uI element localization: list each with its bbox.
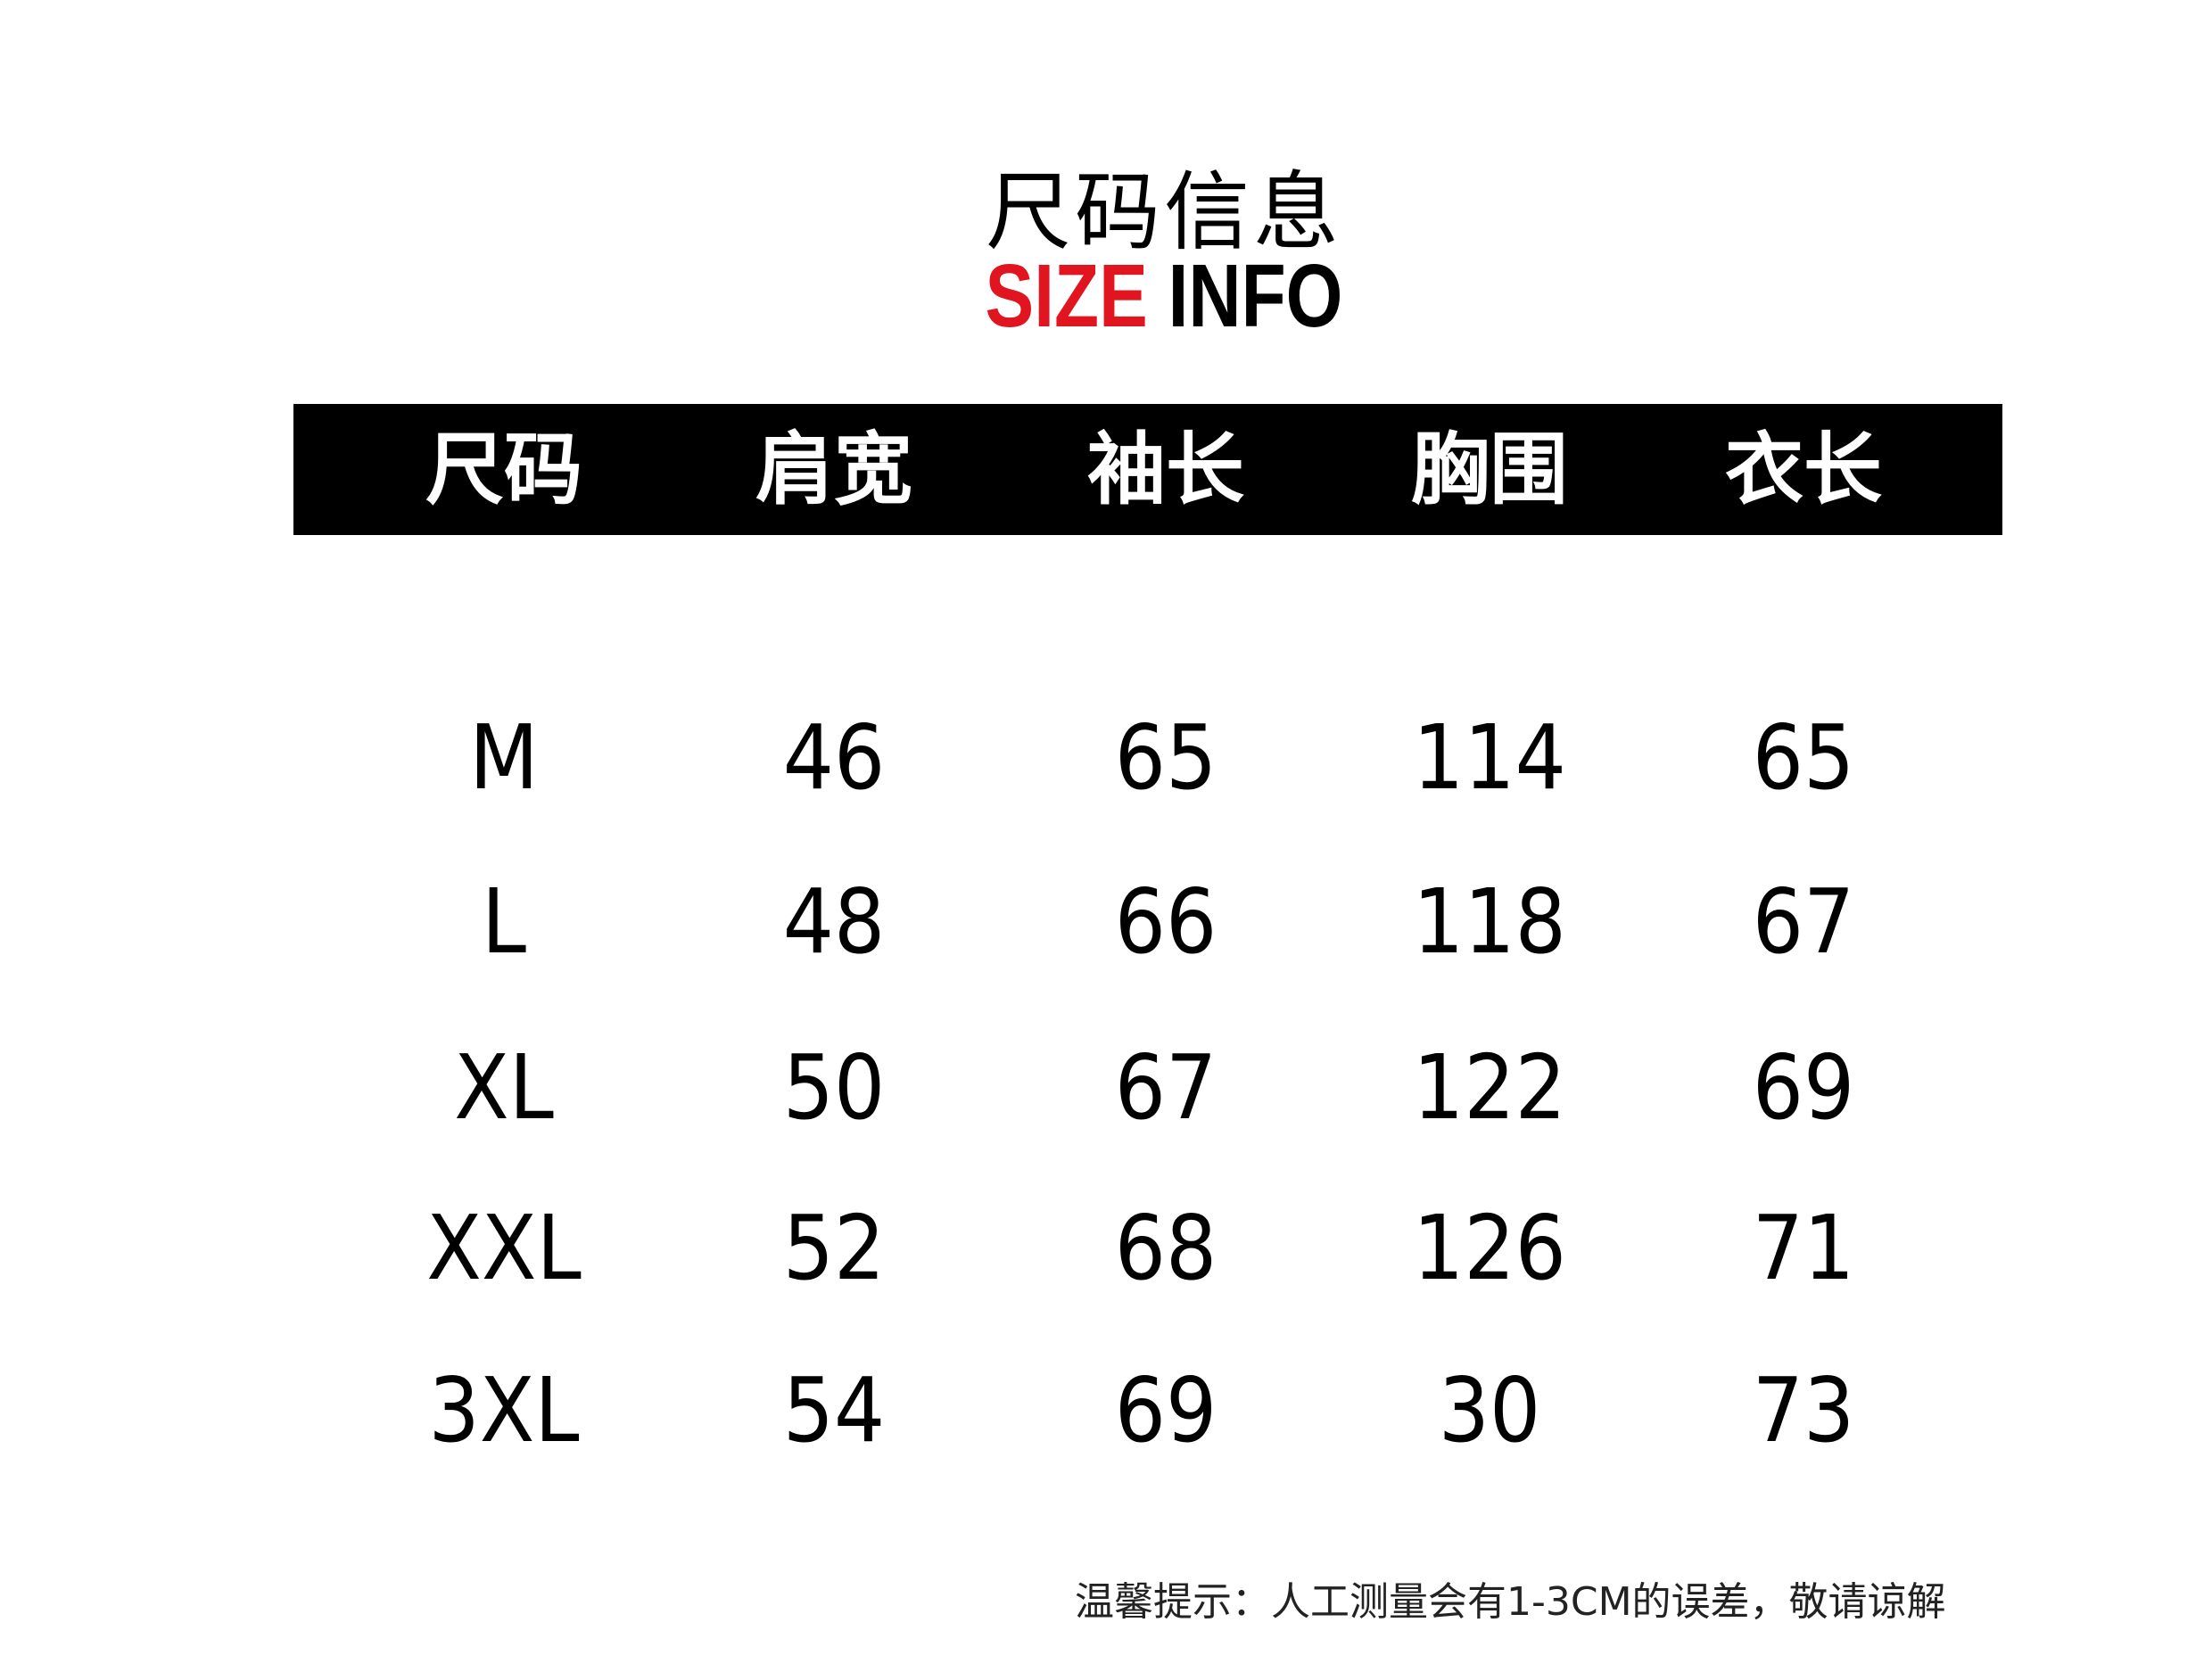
measurement-cell: 66 [1114, 869, 1217, 974]
measurement-cell: 50 [782, 1035, 886, 1140]
measurement-cell: 30 [1438, 1358, 1541, 1462]
measurement-cell: 122 [1413, 1035, 1566, 1140]
measurement-cell: 69 [1114, 1358, 1217, 1462]
subtitle-size: SIZE [985, 246, 1148, 346]
measurement-cell: 73 [1752, 1358, 1855, 1462]
column-header: 肩宽 [755, 424, 912, 515]
column-header: 衣长 [1724, 424, 1882, 515]
column-header: 胸围 [1410, 424, 1568, 515]
size-label: 3XL [428, 1358, 580, 1462]
measurement-cell: 65 [1752, 705, 1855, 810]
size-label: M [469, 705, 539, 810]
measurement-cell: 68 [1114, 1196, 1217, 1300]
footer-note: 温馨提示：人工测量会有1-3CM的误差，敬请谅解 [1075, 1579, 1946, 1625]
measurement-cell: 71 [1752, 1196, 1855, 1300]
measurement-cell: 114 [1413, 705, 1566, 810]
size-label: L [481, 869, 527, 974]
size-label: XL [454, 1035, 554, 1140]
table-header: 尺码 肩宽 袖长 胸围 衣长 [293, 404, 2002, 535]
measurement-cell: 67 [1752, 869, 1855, 974]
measurement-cell: 52 [782, 1196, 886, 1300]
measurement-cell: 54 [782, 1358, 886, 1462]
measurement-cell: 46 [782, 705, 886, 810]
measurement-cell: 118 [1413, 869, 1566, 974]
measurement-cell: 65 [1114, 705, 1217, 810]
size-label: XXL [426, 1196, 582, 1300]
measurement-cell: 67 [1114, 1035, 1217, 1140]
subtitle-info: INFO [1168, 246, 1343, 346]
page-subtitle: SIZE INFO [210, 245, 2118, 348]
measurement-cell: 126 [1413, 1196, 1566, 1300]
measurement-cell: 48 [782, 869, 886, 974]
column-header: 尺码 [425, 424, 582, 515]
column-header: 袖长 [1086, 424, 1244, 515]
page-title: 尺码信息 [986, 162, 1342, 262]
measurement-cell: 69 [1752, 1035, 1855, 1140]
